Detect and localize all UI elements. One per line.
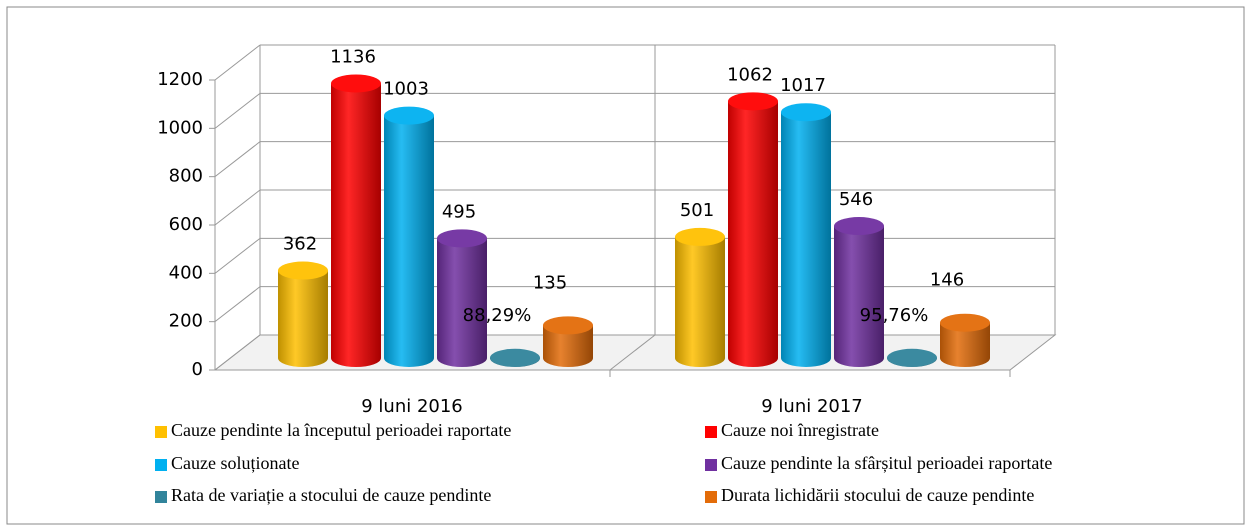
cylinder-body [437,238,487,367]
cylinder-body [781,112,831,367]
cylinder-top [278,261,328,280]
y-tick-label: 600 [169,214,203,235]
data-label: 88,29% [463,305,532,326]
cylinder-body [834,226,884,367]
cylinder [675,227,725,367]
x-tick-label: 9 luni 2016 [361,396,463,417]
cylinder [940,313,990,367]
cylinder [834,217,884,367]
data-label: 1136 [330,46,376,67]
cylinder [781,103,831,367]
cylinder-top [490,348,540,367]
legend-label: Durata lichidării stocului de cauze pend… [721,485,1034,505]
cylinder [437,229,487,367]
data-label: 501 [680,200,714,221]
cylinder-body [278,270,328,367]
data-label: 362 [283,234,317,255]
legend-label: Rata de variație a stocului de cauze pen… [171,485,491,505]
grid-line-side [214,334,261,371]
cylinder-body [675,236,725,367]
cylinder-body [384,115,434,367]
legend-label: Cauze pendinte la începutul perioadei ra… [171,420,511,440]
legend-swatch [155,459,167,471]
y-tick-label: 1000 [157,117,203,138]
legend-swatch [705,426,717,438]
legend-label: Cauze pendinte la sfârșitul perioadei ra… [721,453,1052,473]
y-tick-label: 800 [169,166,203,187]
data-label: 1017 [780,75,826,96]
grid-line-side [214,44,261,81]
cylinder-top [543,316,593,335]
cylinder-top [384,106,434,125]
grid-line-side [214,237,261,274]
cylinder-top [675,227,725,246]
data-label: 1003 [383,79,429,100]
legend-swatch [155,426,167,438]
x-tick-label: 9 luni 2017 [761,396,863,417]
grid-line-side [214,141,261,178]
data-label: 135 [533,272,567,293]
y-tick-label: 400 [169,262,203,283]
floor-divider [609,334,656,371]
y-tick-label: 0 [192,359,203,380]
data-label: 495 [442,201,476,222]
grid-line-side [214,189,261,226]
cylinder-top [834,217,884,236]
cylinder-body [331,83,381,367]
cylinder [384,106,434,367]
data-label: 146 [930,270,964,291]
cylinder-body [543,325,593,367]
cylinder [490,348,540,367]
cylinder-top [781,103,831,122]
cylinder-top [331,74,381,93]
grid-line-side [214,92,261,129]
cylinder-top [940,313,990,332]
legend-label: Cauze soluționate [171,453,299,473]
cylinder [887,348,937,367]
cylinder [331,74,381,367]
cylinder [278,261,328,367]
cylinder-top [887,348,937,367]
legend-swatch [705,459,717,471]
cylinder [728,92,778,367]
y-tick-label: 200 [169,311,203,332]
data-label: 1062 [727,64,773,85]
y-tick-label: 1200 [157,69,203,90]
cylinder-top [437,229,487,248]
legend-swatch [155,491,167,503]
data-label: 546 [839,189,873,210]
cylinder-body [940,322,990,367]
cylinder [543,316,593,367]
cylinder-top [728,92,778,111]
grid-line-side [214,286,261,323]
data-label: 95,76% [860,305,929,326]
cylinder-body [728,101,778,367]
legend-label: Cauze noi înregistrate [721,420,879,440]
legend-swatch [705,491,717,503]
